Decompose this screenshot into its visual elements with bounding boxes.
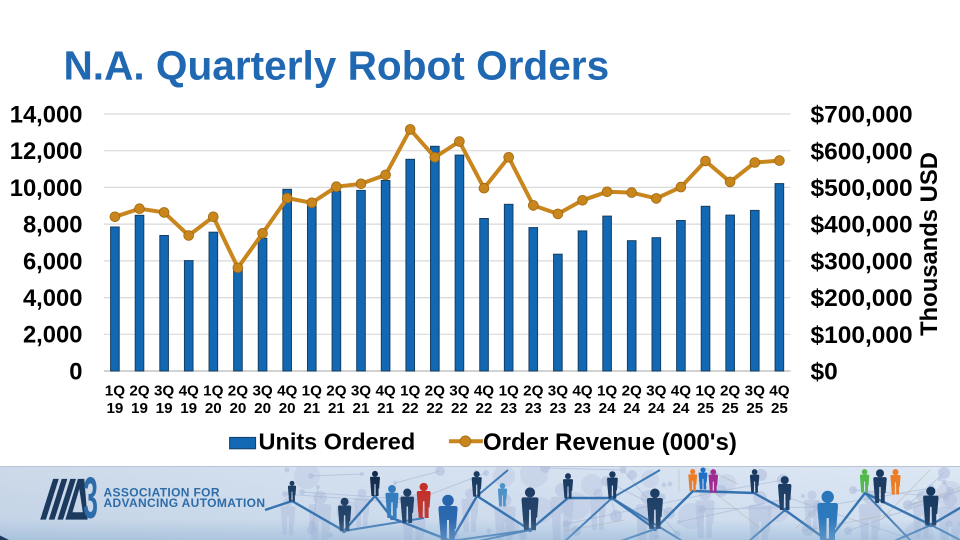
svg-text:22: 22 [451, 400, 468, 417]
svg-text:1Q: 1Q [302, 382, 322, 399]
svg-text:3Q: 3Q [351, 382, 371, 399]
svg-text:25: 25 [697, 400, 714, 417]
svg-text:10,000: 10,000 [10, 175, 83, 202]
svg-text:2Q: 2Q [523, 382, 543, 399]
svg-text:ASSOCIATION FOR: ASSOCIATION FOR [104, 485, 220, 499]
svg-text:25: 25 [771, 400, 788, 417]
svg-text:$0: $0 [811, 359, 838, 386]
svg-text:4,000: 4,000 [23, 285, 83, 312]
svg-text:24: 24 [599, 400, 616, 417]
svg-text:ADVANCING AUTOMATION: ADVANCING AUTOMATION [104, 496, 266, 510]
svg-text:6,000: 6,000 [23, 248, 83, 275]
svg-text:21: 21 [377, 400, 394, 417]
svg-text:4Q: 4Q [671, 382, 691, 399]
svg-text:$200,000: $200,000 [811, 285, 913, 312]
svg-text:19: 19 [180, 400, 197, 417]
svg-text:1Q: 1Q [400, 382, 420, 399]
svg-text:$600,000: $600,000 [811, 138, 913, 165]
svg-text:21: 21 [328, 400, 345, 417]
svg-text:20: 20 [254, 400, 271, 417]
svg-text:Thousands USD: Thousands USD [916, 152, 943, 336]
svg-text:2Q: 2Q [720, 382, 740, 399]
svg-text:3Q: 3Q [252, 382, 272, 399]
svg-text:4Q: 4Q [769, 382, 789, 399]
svg-text:22: 22 [402, 400, 419, 417]
svg-text:3Q: 3Q [548, 382, 568, 399]
svg-text:4Q: 4Q [572, 382, 592, 399]
svg-text:3: 3 [83, 465, 98, 531]
svg-text:23: 23 [549, 400, 566, 417]
svg-text:1Q: 1Q [105, 382, 125, 399]
svg-text:20: 20 [279, 400, 296, 417]
svg-text:1Q: 1Q [499, 382, 519, 399]
svg-text:$700,000: $700,000 [811, 102, 913, 129]
svg-text:24: 24 [672, 400, 689, 417]
svg-text:$300,000: $300,000 [811, 249, 913, 276]
svg-text:Order Revenue (000's): Order Revenue (000's) [483, 429, 737, 456]
svg-text:2Q: 2Q [425, 382, 445, 399]
svg-text:1Q: 1Q [203, 382, 223, 399]
svg-text:8,000: 8,000 [23, 212, 83, 239]
svg-text:0: 0 [69, 358, 82, 385]
svg-text:4Q: 4Q [179, 382, 199, 399]
svg-text:2Q: 2Q [622, 382, 642, 399]
svg-text:3Q: 3Q [154, 382, 174, 399]
svg-text:2,000: 2,000 [23, 322, 83, 349]
svg-text:22: 22 [476, 400, 493, 417]
svg-text:2Q: 2Q [228, 382, 248, 399]
svg-text:4Q: 4Q [474, 382, 494, 399]
svg-text:4Q: 4Q [375, 382, 395, 399]
svg-text:3Q: 3Q [745, 382, 765, 399]
svg-text:Units Ordered: Units Ordered [259, 429, 416, 455]
svg-text:3Q: 3Q [646, 382, 666, 399]
svg-text:19: 19 [131, 400, 148, 417]
svg-text:12,000: 12,000 [10, 138, 83, 165]
svg-text:$100,000: $100,000 [811, 322, 913, 349]
svg-text:23: 23 [525, 400, 542, 417]
svg-text:25: 25 [722, 400, 739, 417]
svg-text:20: 20 [205, 400, 222, 417]
svg-text:21: 21 [303, 400, 320, 417]
svg-text:1Q: 1Q [695, 382, 715, 399]
svg-text:N.A. Quarterly Robot Orders: N.A. Quarterly Robot Orders [64, 42, 610, 88]
svg-text:19: 19 [106, 400, 123, 417]
svg-text:14,000: 14,000 [10, 101, 83, 128]
svg-text:25: 25 [746, 400, 763, 417]
svg-text:23: 23 [574, 400, 591, 417]
svg-text:2Q: 2Q [129, 382, 149, 399]
svg-text:4Q: 4Q [277, 382, 297, 399]
svg-text:22: 22 [426, 400, 443, 417]
svg-text:20: 20 [229, 400, 246, 417]
svg-text:23: 23 [500, 400, 517, 417]
svg-text:$500,000: $500,000 [811, 175, 913, 202]
svg-text:$400,000: $400,000 [811, 212, 913, 239]
svg-text:21: 21 [353, 400, 370, 417]
svg-text:2Q: 2Q [326, 382, 346, 399]
svg-text:24: 24 [623, 400, 640, 417]
svg-text:19: 19 [156, 400, 173, 417]
svg-text:1Q: 1Q [597, 382, 617, 399]
svg-text:3Q: 3Q [449, 382, 469, 399]
svg-text:24: 24 [648, 400, 665, 417]
